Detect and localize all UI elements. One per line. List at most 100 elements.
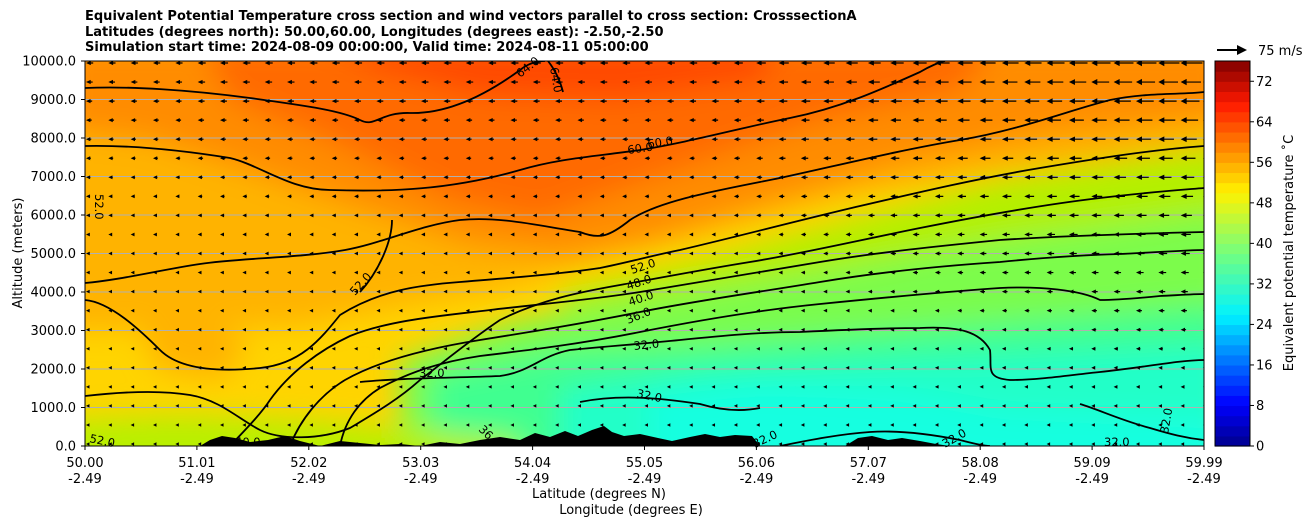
wind-vector	[1113, 232, 1123, 237]
wind-vector	[778, 98, 788, 104]
wind-vector	[175, 232, 180, 237]
wind-vector	[689, 270, 693, 275]
wind-vector	[689, 194, 694, 199]
wind-vector	[465, 118, 473, 123]
wind-vector	[1158, 232, 1169, 237]
wind-vector	[309, 270, 314, 275]
x-tick-label-lon: -2.49	[292, 472, 326, 487]
wind-vector	[1001, 174, 1013, 180]
wind-vector	[443, 156, 449, 161]
wind-vector	[756, 137, 764, 142]
wind-vector	[220, 156, 226, 161]
wind-vector	[800, 423, 805, 427]
wind-vector	[398, 385, 403, 389]
wind-vector	[890, 213, 898, 218]
wind-vector	[934, 308, 940, 313]
wind-vector	[1024, 155, 1037, 161]
wind-vector	[510, 156, 516, 161]
wind-vector	[1001, 270, 1009, 275]
wind-vector	[153, 270, 157, 275]
wind-vector	[130, 327, 135, 332]
wind-vector	[689, 156, 695, 161]
wind-vector	[1158, 61, 1180, 67]
wind-vector	[778, 385, 783, 389]
wind-vector	[711, 61, 720, 66]
wind-vector	[823, 213, 830, 218]
wind-vector	[242, 137, 249, 142]
wind-vector	[912, 79, 926, 85]
wind-vector	[1113, 78, 1133, 86]
wind-vector	[242, 442, 246, 446]
wind-vector	[1068, 270, 1076, 275]
wind-vector	[354, 346, 358, 351]
wind-vector	[979, 61, 996, 66]
wind-vector	[622, 156, 628, 161]
wind-vector	[800, 365, 805, 370]
wind-vector	[1001, 213, 1011, 218]
wind-vector	[1180, 78, 1201, 86]
wind-vector	[1046, 193, 1057, 199]
quiver-key: 75 m/s	[1217, 44, 1303, 59]
wind-vector	[890, 251, 896, 256]
wind-vector	[421, 251, 425, 256]
wind-vector	[1158, 270, 1167, 275]
wind-vector	[331, 61, 340, 66]
wind-vector	[130, 213, 135, 218]
wind-vector	[622, 79, 630, 85]
colorbar-level	[1215, 172, 1250, 184]
wind-vector	[979, 385, 984, 389]
wind-vector	[711, 366, 716, 370]
wind-vector	[778, 232, 784, 237]
wind-vector	[934, 117, 947, 123]
wind-vector	[465, 137, 472, 142]
wind-vector	[220, 346, 224, 351]
wind-vector	[488, 194, 493, 199]
wind-vector	[912, 232, 920, 237]
wind-vector	[488, 213, 493, 218]
wind-vector	[443, 61, 452, 66]
wind-vector	[957, 308, 962, 313]
wind-vector	[398, 79, 407, 85]
wind-vector	[867, 251, 874, 256]
wind-vector	[510, 251, 515, 256]
wind-vector	[1158, 289, 1166, 294]
wind-vector	[867, 442, 872, 446]
colorbar-level	[1215, 61, 1250, 72]
wind-vector	[532, 61, 541, 66]
wind-vector	[733, 79, 743, 85]
wind-vector	[599, 118, 607, 123]
wind-vector	[465, 404, 470, 408]
wind-vector	[778, 365, 783, 370]
wind-vector	[666, 137, 673, 142]
wind-vector	[867, 194, 876, 199]
wind-vector	[331, 137, 338, 142]
wind-vector	[756, 289, 761, 294]
wind-vector	[867, 213, 875, 218]
wind-vector	[309, 118, 316, 123]
wind-vector	[197, 423, 202, 427]
wind-vector	[1068, 308, 1075, 313]
wind-vector	[845, 194, 853, 199]
y-tick-label: 4000.0	[31, 286, 77, 301]
title-line-1: Equivalent Potential Temperature cross s…	[85, 9, 857, 24]
wind-vector	[108, 99, 115, 104]
wind-vector	[443, 232, 448, 237]
wind-vector	[287, 327, 291, 332]
wind-vector	[488, 118, 495, 123]
wind-vector	[153, 79, 160, 85]
wind-vector	[845, 98, 857, 104]
wind-vector	[108, 251, 113, 256]
wind-vector	[934, 61, 950, 66]
wind-vector	[934, 404, 939, 408]
colorbar-level	[1215, 101, 1250, 113]
wind-vector	[510, 213, 515, 218]
wind-vector	[443, 404, 447, 408]
wind-vector	[376, 98, 384, 104]
wind-vector	[979, 194, 989, 199]
contour-label: 40.0	[235, 435, 261, 449]
wind-vector	[800, 404, 805, 408]
wind-vector	[733, 137, 741, 142]
wind-vector	[1001, 136, 1015, 142]
wind-vector	[1024, 365, 1029, 370]
